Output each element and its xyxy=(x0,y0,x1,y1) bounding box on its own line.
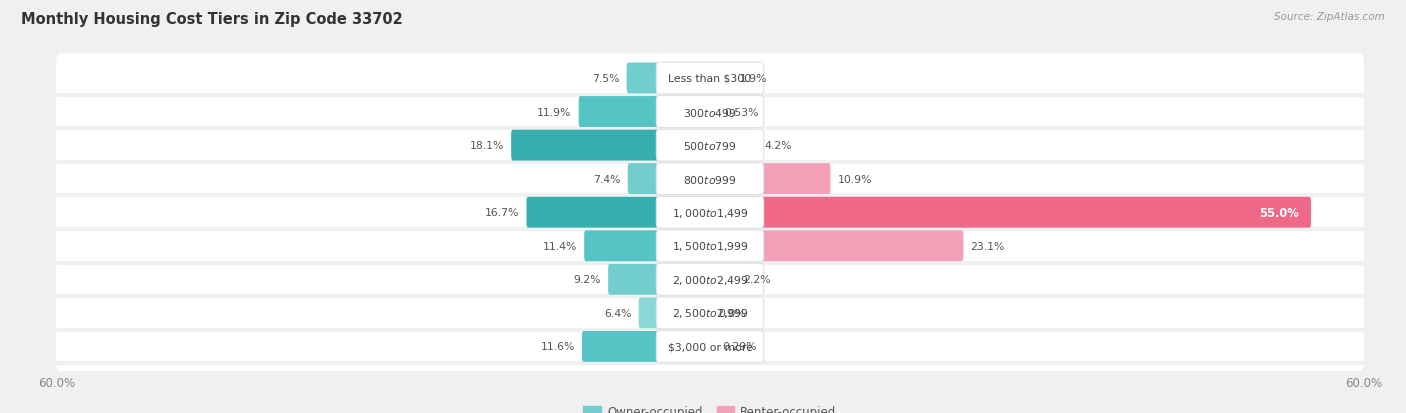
Text: 10.9%: 10.9% xyxy=(838,174,872,184)
FancyBboxPatch shape xyxy=(657,163,763,195)
Text: 4.2%: 4.2% xyxy=(765,141,792,151)
FancyBboxPatch shape xyxy=(709,164,831,195)
Text: 7.5%: 7.5% xyxy=(592,74,620,84)
FancyBboxPatch shape xyxy=(56,255,1364,304)
FancyBboxPatch shape xyxy=(657,130,763,161)
FancyBboxPatch shape xyxy=(56,88,1364,137)
Text: 1.9%: 1.9% xyxy=(740,74,766,84)
FancyBboxPatch shape xyxy=(627,64,711,94)
Text: $800 to $999: $800 to $999 xyxy=(683,173,737,185)
FancyBboxPatch shape xyxy=(657,197,763,228)
Text: $300 to $499: $300 to $499 xyxy=(683,106,737,118)
FancyBboxPatch shape xyxy=(709,231,963,261)
FancyBboxPatch shape xyxy=(657,297,763,329)
FancyBboxPatch shape xyxy=(56,121,1364,170)
Text: 55.0%: 55.0% xyxy=(1258,206,1298,219)
Text: $3,000 or more: $3,000 or more xyxy=(668,342,752,351)
FancyBboxPatch shape xyxy=(609,264,711,295)
FancyBboxPatch shape xyxy=(56,222,1364,271)
Text: 2.2%: 2.2% xyxy=(742,275,770,285)
FancyBboxPatch shape xyxy=(709,64,733,94)
FancyBboxPatch shape xyxy=(709,131,758,161)
FancyBboxPatch shape xyxy=(56,55,1364,103)
Text: 11.4%: 11.4% xyxy=(543,241,576,251)
FancyBboxPatch shape xyxy=(657,264,763,296)
FancyBboxPatch shape xyxy=(709,197,1310,228)
Text: Monthly Housing Cost Tiers in Zip Code 33702: Monthly Housing Cost Tiers in Zip Code 3… xyxy=(21,12,404,27)
FancyBboxPatch shape xyxy=(638,298,711,328)
Text: 9.2%: 9.2% xyxy=(574,275,602,285)
FancyBboxPatch shape xyxy=(657,331,763,363)
FancyBboxPatch shape xyxy=(56,289,1364,337)
FancyBboxPatch shape xyxy=(56,188,1364,237)
Text: $1,500 to $1,999: $1,500 to $1,999 xyxy=(672,240,748,253)
FancyBboxPatch shape xyxy=(582,331,711,362)
Text: 11.6%: 11.6% xyxy=(540,342,575,351)
Text: $500 to $799: $500 to $799 xyxy=(683,140,737,152)
FancyBboxPatch shape xyxy=(56,155,1364,204)
Text: 0.29%: 0.29% xyxy=(721,342,756,351)
Text: Source: ZipAtlas.com: Source: ZipAtlas.com xyxy=(1274,12,1385,22)
FancyBboxPatch shape xyxy=(657,230,763,262)
Text: $2,000 to $2,499: $2,000 to $2,499 xyxy=(672,273,748,286)
FancyBboxPatch shape xyxy=(526,197,711,228)
Text: 0.0%: 0.0% xyxy=(718,308,747,318)
FancyBboxPatch shape xyxy=(583,231,711,261)
Legend: Owner-occupied, Renter-occupied: Owner-occupied, Renter-occupied xyxy=(579,401,841,413)
Text: $2,500 to $2,999: $2,500 to $2,999 xyxy=(672,306,748,320)
Text: $1,000 to $1,499: $1,000 to $1,499 xyxy=(672,206,748,219)
FancyBboxPatch shape xyxy=(709,97,717,128)
Text: 0.53%: 0.53% xyxy=(724,107,759,117)
FancyBboxPatch shape xyxy=(579,97,711,128)
FancyBboxPatch shape xyxy=(512,131,711,161)
Text: 6.4%: 6.4% xyxy=(605,308,631,318)
FancyBboxPatch shape xyxy=(657,96,763,128)
Text: 16.7%: 16.7% xyxy=(485,208,519,218)
FancyBboxPatch shape xyxy=(657,63,763,95)
FancyBboxPatch shape xyxy=(627,164,711,195)
Text: Less than $300: Less than $300 xyxy=(668,74,752,84)
Text: 23.1%: 23.1% xyxy=(970,241,1005,251)
Text: 18.1%: 18.1% xyxy=(470,141,505,151)
Text: 7.4%: 7.4% xyxy=(593,174,620,184)
FancyBboxPatch shape xyxy=(56,322,1364,371)
FancyBboxPatch shape xyxy=(709,331,714,362)
FancyBboxPatch shape xyxy=(709,264,735,295)
Text: 11.9%: 11.9% xyxy=(537,107,572,117)
